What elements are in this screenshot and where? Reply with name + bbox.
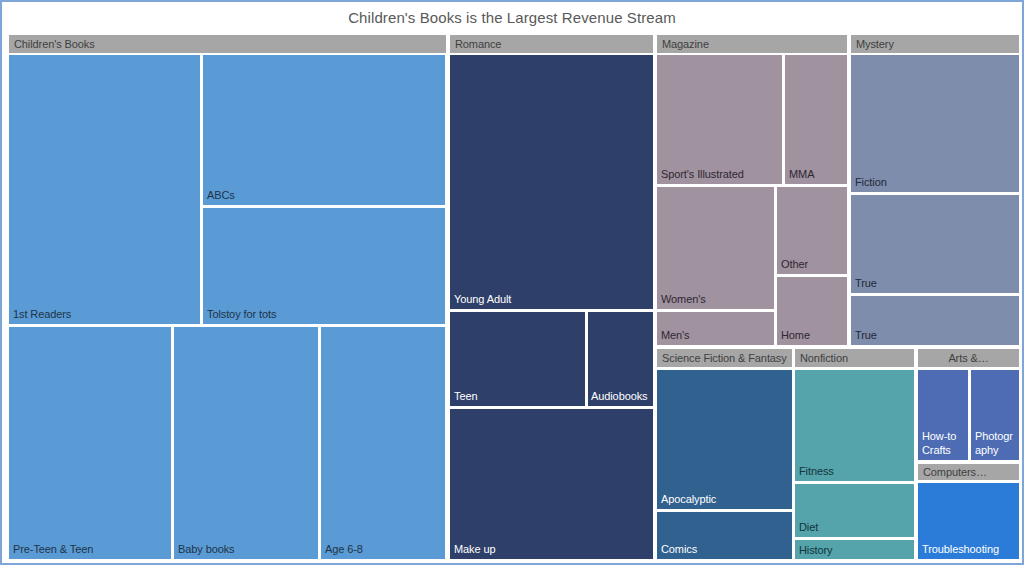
category-banner-nonfiction: Nonfiction	[795, 349, 914, 367]
treemap-tile-other[interactable]: Other	[777, 187, 847, 274]
treemap-tile-home[interactable]: Home	[777, 277, 847, 345]
tile-label-fiction: Fiction	[855, 176, 887, 189]
tile-label-comics: Comics	[661, 543, 697, 556]
treemap-tile-true-2[interactable]: True	[851, 296, 1019, 345]
category-banner-magazine: Magazine	[657, 35, 847, 53]
treemap-tile-mma[interactable]: MMA	[785, 55, 847, 184]
tile-label-audiobooks: Audiobooks	[591, 390, 648, 403]
treemap-chart: Children's Books is the Largest Revenue …	[0, 0, 1024, 565]
treemap-tile-history[interactable]: History	[795, 540, 914, 559]
treemap-tile-audiobooks[interactable]: Audiobooks	[588, 312, 653, 406]
tile-label-troubleshooting: Troubleshooting	[922, 543, 999, 556]
tile-label-teen: Teen	[454, 390, 477, 403]
treemap-tile-how-to-crafts[interactable]: How-to Crafts	[918, 370, 968, 460]
category-banner-computers: Computers…	[918, 464, 1019, 480]
tile-label-sports-illustrated: Sport's Illustrated	[661, 168, 744, 181]
tile-label-tolstoy-for-tots: Tolstoy for tots	[207, 308, 276, 321]
treemap-tile-age-6-8[interactable]: Age 6-8	[321, 327, 445, 559]
tile-label-apocalyptic: Apocalyptic	[661, 493, 716, 506]
treemap-tile-comics[interactable]: Comics	[657, 512, 792, 559]
tile-label-mens: Men's	[661, 329, 690, 342]
treemap-tile-tolstoy-for-tots[interactable]: Tolstoy for tots	[203, 208, 445, 324]
treemap-tile-teen[interactable]: Teen	[450, 312, 585, 406]
tile-label-abcs: ABCs	[207, 189, 235, 202]
tile-label-other: Other	[781, 258, 808, 271]
category-banner-romance: Romance	[450, 35, 653, 53]
tile-label-make-up: Make up	[454, 543, 496, 556]
tile-label-fitness: Fitness	[799, 465, 834, 478]
tile-label-home: Home	[781, 329, 810, 342]
category-banner-arts: Arts &…	[918, 349, 1019, 367]
category-banner-childrens-books: Children's Books	[9, 35, 446, 53]
treemap-tile-fitness[interactable]: Fitness	[795, 370, 914, 481]
treemap-tile-true-1[interactable]: True	[851, 195, 1019, 293]
category-banner-mystery: Mystery	[851, 35, 1019, 53]
tile-label-mma: MMA	[789, 168, 814, 181]
treemap-tile-make-up[interactable]: Make up	[450, 409, 653, 559]
tile-label-photography: Photography	[975, 430, 1015, 457]
category-banner-science-fiction-fantasy: Science Fiction & Fantasy	[657, 349, 792, 367]
tile-label-history: History	[799, 544, 833, 557]
tile-label-young-adult: Young Adult	[454, 293, 511, 306]
treemap-tile-sports-illustrated[interactable]: Sport's Illustrated	[657, 55, 782, 184]
tile-label-true-2: True	[855, 329, 877, 342]
treemap-tile-mens[interactable]: Men's	[657, 312, 774, 345]
treemap-tile-abcs[interactable]: ABCs	[203, 55, 445, 205]
treemap-tile-diet[interactable]: Diet	[795, 484, 914, 537]
chart-title: Children's Books is the Largest Revenue …	[2, 9, 1022, 26]
tile-label-baby-books: Baby books	[178, 543, 234, 556]
treemap-tile-pre-teen-and-teen[interactable]: Pre-Teen & Teen	[9, 327, 171, 559]
tile-label-age-6-8: Age 6-8	[325, 543, 363, 556]
treemap-tile-apocalyptic[interactable]: Apocalyptic	[657, 370, 792, 509]
tile-label-true-1: True	[855, 277, 877, 290]
treemap-tile-womens[interactable]: Women's	[657, 187, 774, 309]
tile-label-how-to-crafts: How-to Crafts	[922, 430, 964, 457]
treemap-tile-young-adult[interactable]: Young Adult	[450, 55, 653, 309]
tile-label-1st-readers: 1st Readers	[13, 308, 71, 321]
treemap-tile-troubleshooting[interactable]: Troubleshooting	[918, 483, 1019, 559]
treemap-tile-baby-books[interactable]: Baby books	[174, 327, 318, 559]
tile-label-womens: Women's	[661, 293, 706, 306]
treemap-tile-fiction[interactable]: Fiction	[851, 55, 1019, 192]
tile-label-pre-teen-and-teen: Pre-Teen & Teen	[13, 543, 93, 556]
treemap-tile-photography[interactable]: Photography	[971, 370, 1019, 460]
treemap-tile-1st-readers[interactable]: 1st Readers	[9, 55, 200, 324]
tile-label-diet: Diet	[799, 521, 818, 534]
